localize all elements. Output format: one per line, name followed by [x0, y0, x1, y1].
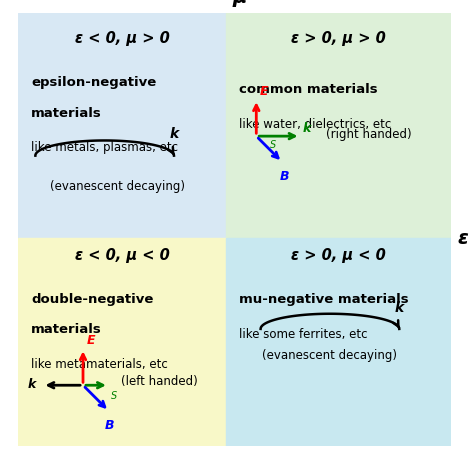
Text: ε > 0, μ < 0: ε > 0, μ < 0 — [291, 247, 386, 262]
Text: common materials: common materials — [239, 83, 378, 96]
Text: k: k — [302, 121, 311, 135]
Text: (evanescent decaying): (evanescent decaying) — [50, 180, 185, 193]
Text: E: E — [86, 334, 95, 347]
Bar — [226, 238, 451, 446]
Text: ε > 0, μ > 0: ε > 0, μ > 0 — [291, 31, 386, 46]
Text: B: B — [280, 169, 290, 182]
Text: ε < 0, μ < 0: ε < 0, μ < 0 — [74, 247, 169, 262]
Bar — [18, 238, 226, 446]
Text: k: k — [169, 127, 179, 141]
Text: B: B — [105, 418, 114, 431]
Text: materials: materials — [31, 323, 102, 336]
Text: S: S — [270, 140, 276, 150]
Text: S: S — [111, 390, 117, 400]
Text: like water, dielectrics, etc: like water, dielectrics, etc — [239, 117, 391, 131]
Text: materials: materials — [31, 106, 102, 120]
Text: double-negative: double-negative — [31, 293, 154, 305]
Text: k: k — [27, 377, 36, 390]
Text: (left handed): (left handed) — [121, 374, 198, 388]
Bar — [226, 14, 451, 238]
Text: ε: ε — [458, 229, 469, 248]
Bar — [18, 14, 226, 238]
Text: (right handed): (right handed) — [327, 128, 412, 141]
Text: ε < 0, μ > 0: ε < 0, μ > 0 — [74, 31, 169, 46]
Text: (evanescent decaying): (evanescent decaying) — [263, 349, 397, 362]
Text: epsilon-negative: epsilon-negative — [31, 76, 156, 89]
Text: k: k — [395, 300, 404, 314]
Text: like metals, plasmas, etc: like metals, plasmas, etc — [31, 141, 178, 154]
Text: like some ferrites, etc: like some ferrites, etc — [239, 327, 367, 340]
Text: μ: μ — [232, 0, 247, 7]
Text: like metamaterials, etc: like metamaterials, etc — [31, 357, 168, 370]
Text: mu-negative materials: mu-negative materials — [239, 293, 409, 305]
Text: E: E — [260, 85, 268, 98]
